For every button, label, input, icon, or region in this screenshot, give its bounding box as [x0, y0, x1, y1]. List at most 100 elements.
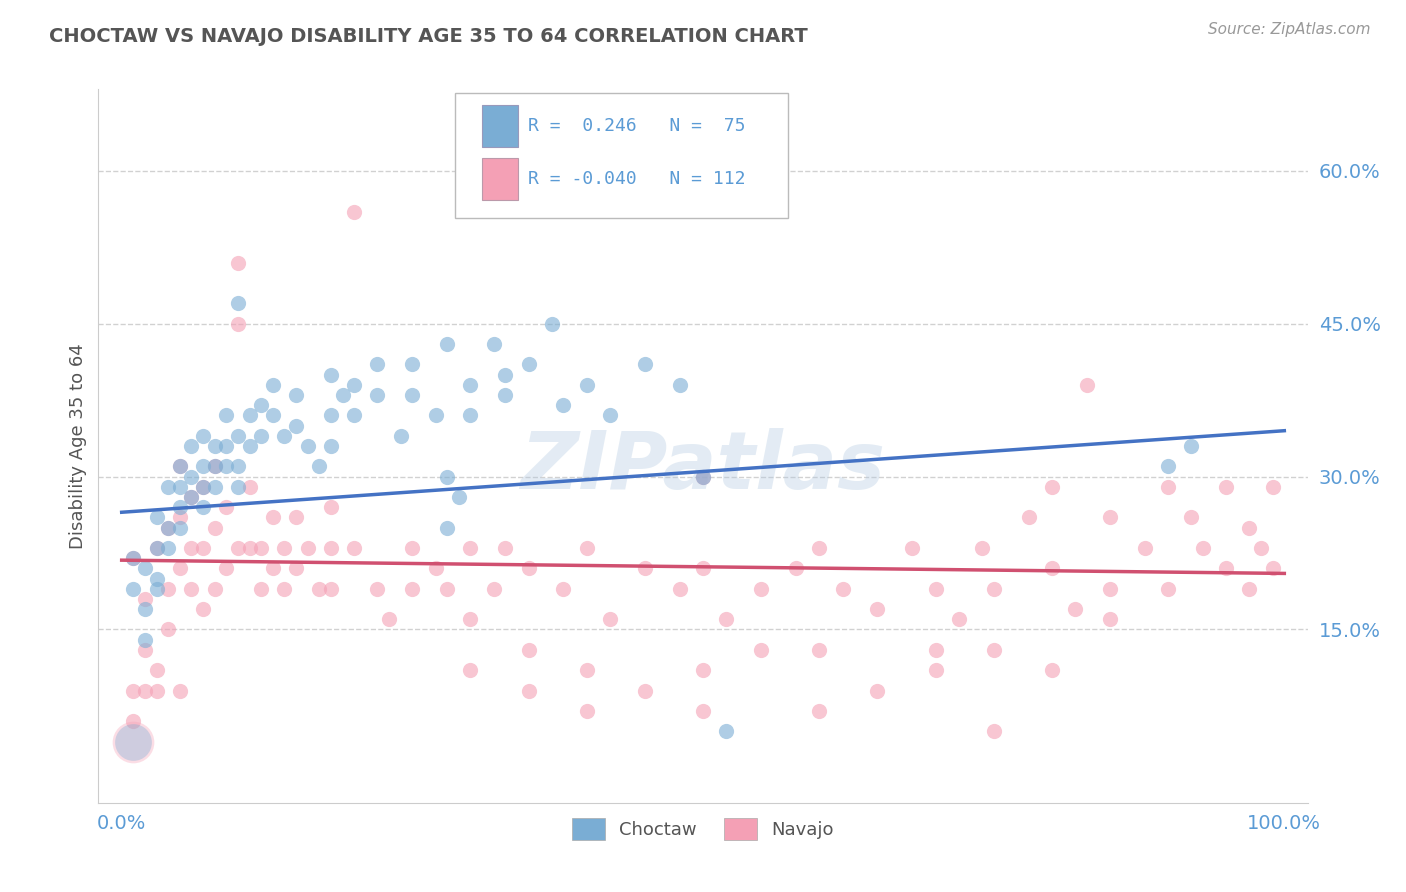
Text: R =  0.246   N =  75: R = 0.246 N = 75 — [527, 117, 745, 135]
Point — [145, 572, 167, 586]
Point — [169, 561, 191, 575]
Point — [436, 520, 458, 534]
Point — [191, 500, 214, 515]
Point — [262, 377, 284, 392]
Point — [553, 398, 575, 412]
Point — [924, 582, 946, 596]
Point — [575, 663, 598, 677]
Point — [983, 643, 1005, 657]
Point — [180, 490, 202, 504]
Point — [436, 469, 458, 483]
Point — [460, 663, 482, 677]
Point — [169, 683, 191, 698]
Point — [308, 459, 330, 474]
Point — [157, 480, 180, 494]
Point — [634, 683, 657, 698]
Point — [157, 520, 180, 534]
Point — [599, 409, 621, 423]
Point — [970, 541, 993, 555]
Point — [191, 602, 214, 616]
Point — [191, 541, 214, 555]
Point — [1215, 480, 1237, 494]
Point — [366, 388, 388, 402]
Point — [285, 510, 308, 524]
Point — [366, 358, 388, 372]
Point — [692, 561, 714, 575]
Point — [401, 541, 423, 555]
Point — [204, 520, 226, 534]
Point — [319, 582, 342, 596]
Point — [297, 541, 319, 555]
Point — [575, 704, 598, 718]
Point — [226, 541, 249, 555]
Point — [319, 500, 342, 515]
Point — [122, 714, 145, 729]
Point — [692, 469, 714, 483]
Point — [808, 704, 831, 718]
Point — [239, 439, 262, 453]
Point — [204, 459, 226, 474]
Point — [215, 561, 238, 575]
Point — [460, 541, 482, 555]
Point — [517, 683, 540, 698]
Point — [1180, 510, 1202, 524]
Point — [226, 459, 249, 474]
Point — [122, 582, 145, 596]
Point — [1192, 541, 1215, 555]
Point — [134, 643, 156, 657]
Point — [460, 377, 482, 392]
Point — [250, 541, 273, 555]
Point — [308, 582, 330, 596]
Point — [1239, 582, 1261, 596]
Point — [134, 561, 156, 575]
Point — [366, 582, 388, 596]
Point — [1040, 480, 1063, 494]
Text: Source: ZipAtlas.com: Source: ZipAtlas.com — [1208, 22, 1371, 37]
Point — [599, 612, 621, 626]
Point — [250, 429, 273, 443]
Point — [285, 388, 308, 402]
Point — [436, 582, 458, 596]
Point — [1261, 561, 1284, 575]
Point — [169, 510, 191, 524]
Point — [180, 469, 202, 483]
Point — [668, 582, 690, 596]
Point — [425, 561, 447, 575]
Point — [204, 582, 226, 596]
Point — [145, 582, 167, 596]
Point — [180, 582, 202, 596]
Point — [749, 582, 772, 596]
Point — [716, 724, 738, 739]
Point — [924, 663, 946, 677]
Point — [250, 398, 273, 412]
Point — [239, 480, 262, 494]
Point — [389, 429, 412, 443]
Point — [169, 459, 191, 474]
Point — [145, 541, 167, 555]
Point — [122, 734, 145, 748]
Point — [134, 591, 156, 606]
Point — [157, 541, 180, 555]
FancyBboxPatch shape — [482, 158, 517, 201]
Point — [575, 541, 598, 555]
Point — [204, 439, 226, 453]
Point — [250, 582, 273, 596]
Point — [634, 561, 657, 575]
Point — [901, 541, 924, 555]
Point — [482, 582, 505, 596]
Point — [1098, 612, 1121, 626]
Point — [145, 510, 167, 524]
Point — [401, 388, 423, 402]
Point — [273, 429, 295, 443]
Point — [273, 541, 295, 555]
Text: R = -0.040   N = 112: R = -0.040 N = 112 — [527, 170, 745, 188]
Point — [169, 500, 191, 515]
Point — [134, 683, 156, 698]
Legend: Choctaw, Navajo: Choctaw, Navajo — [565, 811, 841, 847]
Point — [482, 337, 505, 351]
Point — [749, 643, 772, 657]
Point — [494, 388, 516, 402]
Point — [343, 541, 366, 555]
Point — [226, 317, 249, 331]
Point — [517, 643, 540, 657]
